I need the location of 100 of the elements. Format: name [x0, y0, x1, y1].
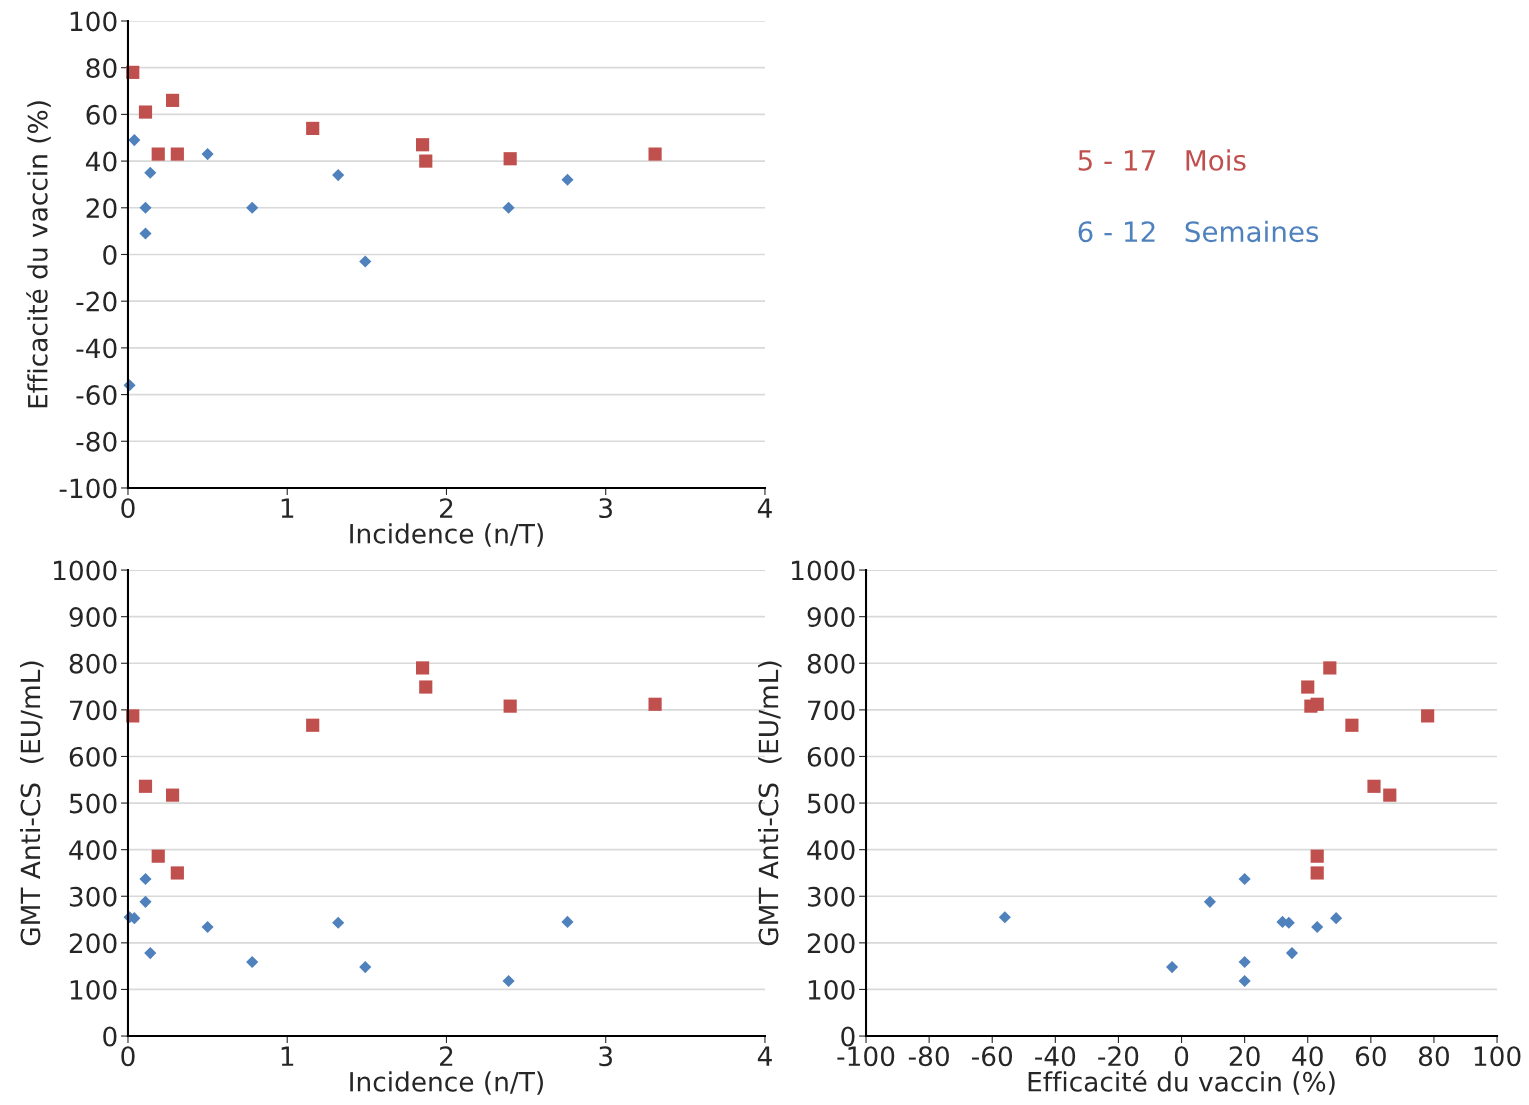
- y-tick-label: -80: [76, 431, 117, 452]
- point: [561, 915, 574, 928]
- point: [201, 148, 214, 161]
- point: [165, 788, 180, 802]
- y-tick-label: 400: [69, 840, 117, 861]
- y-tick-label: 800: [807, 653, 855, 674]
- point: [503, 152, 517, 166]
- point: [246, 955, 259, 969]
- x-axis-title: Incidence (n/T): [350, 1071, 543, 1095]
- point: [151, 849, 165, 863]
- point: [1311, 920, 1324, 934]
- x-tick-label: 1: [281, 1046, 294, 1066]
- x-tick-label: 2: [440, 1046, 453, 1066]
- y-tick-label: 400: [807, 840, 855, 861]
- point: [503, 699, 517, 713]
- point: [170, 866, 184, 880]
- x-tick-label: 4: [757, 1046, 772, 1066]
- point: [332, 916, 345, 929]
- point: [144, 947, 157, 960]
- point: [502, 975, 515, 988]
- y-tick-label: 700: [70, 700, 117, 721]
- y-tick-label: 40: [85, 151, 117, 172]
- point: [139, 895, 152, 908]
- point: [1345, 718, 1359, 732]
- point: [1203, 895, 1216, 908]
- x-axis-title: Incidence (n/T): [350, 523, 543, 547]
- x-tick-label: 3: [599, 1046, 612, 1067]
- y-tick-label: -40: [76, 338, 117, 359]
- x-tick-label: 1: [281, 498, 294, 518]
- y-tick-label: 80: [86, 58, 117, 79]
- point: [1301, 680, 1315, 694]
- x-tick-label: 0: [121, 1046, 135, 1067]
- y-axis-title: GMT Anti-CS (EU/mL): [20, 661, 44, 946]
- point: [139, 227, 152, 240]
- x-tick-label: 0: [121, 498, 135, 519]
- y-tick-label: 300: [807, 886, 855, 907]
- point: [1285, 947, 1299, 960]
- y-tick-label: 200: [807, 933, 855, 954]
- x-tick-label: 0: [1174, 1046, 1189, 1067]
- point: [139, 872, 152, 886]
- point: [144, 166, 157, 179]
- x-tick-label: -60: [971, 1046, 1013, 1067]
- point: [332, 169, 345, 182]
- point: [1330, 912, 1343, 925]
- y-tick-label: 60: [86, 104, 117, 125]
- y-tick-label: 1000: [792, 560, 855, 581]
- point: [1310, 849, 1324, 863]
- y-tick-label: 900: [807, 607, 855, 628]
- y-tick-label: 800: [69, 653, 117, 674]
- y-tick-label: 0: [103, 244, 117, 265]
- y-tick-label: 100: [808, 979, 855, 1000]
- y-tick-label: 600: [807, 746, 855, 767]
- point: [415, 661, 430, 675]
- x-tick-label: -100: [837, 1046, 895, 1067]
- point: [648, 147, 662, 161]
- x-tick-label: 40: [1292, 1046, 1323, 1067]
- y-tick-label: -20: [76, 291, 117, 312]
- point: [419, 154, 433, 168]
- y-tick-label: 300: [69, 886, 117, 907]
- y-tick-label: 600: [69, 746, 117, 767]
- point: [306, 121, 320, 135]
- point: [165, 93, 180, 107]
- point: [1421, 709, 1435, 723]
- point: [151, 147, 165, 161]
- point: [128, 134, 141, 147]
- y-tick-label: 900: [69, 607, 117, 628]
- y-tick-label: 0: [103, 1026, 117, 1047]
- y-tick-label: 200: [69, 933, 117, 954]
- x-tick-label: 3: [599, 498, 612, 519]
- point: [1238, 955, 1251, 969]
- point: [138, 105, 153, 119]
- x-tick-label: 80: [1418, 1046, 1449, 1067]
- text: 5 - 17 Mois: [1078, 149, 1246, 171]
- point: [1238, 872, 1251, 886]
- point: [170, 147, 184, 161]
- y-tick-label: 1000: [53, 560, 117, 581]
- x-tick-label: 20: [1229, 1046, 1260, 1067]
- point: [359, 255, 372, 268]
- x-tick-label: -20: [1098, 1046, 1139, 1067]
- x-tick-label: 60: [1355, 1046, 1386, 1067]
- x-axis-title: Efficacité du vaccin (%): [1028, 1070, 1335, 1095]
- x-tick-label: -80: [908, 1046, 949, 1067]
- point: [1166, 961, 1179, 974]
- point: [1383, 788, 1397, 802]
- y-tick-label: 500: [807, 793, 855, 814]
- x-tick-label: 100: [1474, 1046, 1521, 1067]
- point: [1238, 975, 1251, 988]
- point: [419, 680, 433, 694]
- y-tick-label: -60: [76, 385, 117, 405]
- point: [415, 138, 430, 152]
- y-tick-label: 0: [841, 1026, 855, 1047]
- x-tick-label: -40: [1035, 1046, 1076, 1067]
- point: [138, 779, 153, 793]
- point: [998, 911, 1011, 924]
- point: [139, 201, 152, 214]
- y-tick-label: 500: [69, 793, 117, 814]
- y-tick-label: 100: [70, 11, 117, 32]
- point: [1310, 697, 1324, 711]
- y-tick-label: -100: [59, 478, 117, 499]
- y-tick-label: 20: [86, 198, 117, 219]
